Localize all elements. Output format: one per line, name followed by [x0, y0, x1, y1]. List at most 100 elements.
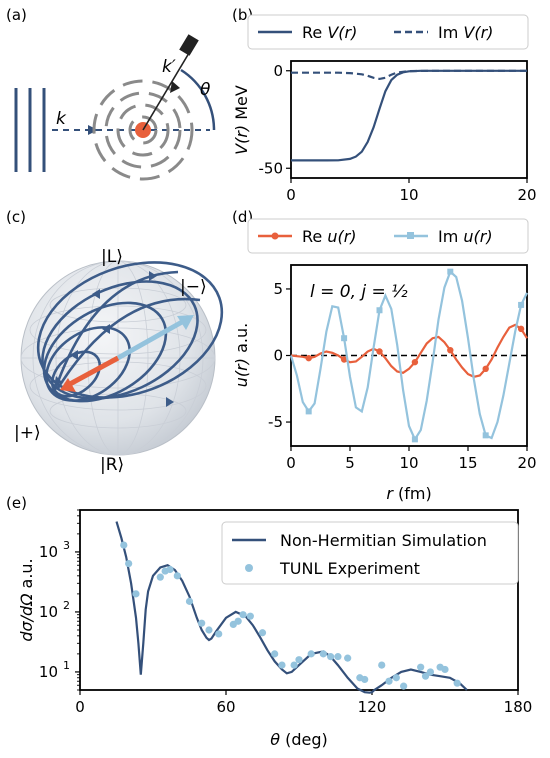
data-point-experiment: [198, 619, 206, 627]
data-point-experiment: [239, 611, 247, 619]
legend-e-experiment-label: TUNL Experiment: [279, 559, 420, 578]
series-marker-im-u: [411, 436, 418, 443]
y-tick-exponent: 3: [63, 539, 70, 552]
ket-R-label: |R⟩: [100, 455, 124, 475]
data-point-experiment: [361, 675, 369, 684]
ket-L-label: |L⟩: [101, 247, 123, 267]
legend-b-im-label: Im V(r): [438, 23, 493, 42]
data-point-experiment: [173, 572, 181, 580]
series-line-im-v-r-: [291, 69, 527, 81]
series-line-re-u-r-: [290, 323, 528, 378]
y-tick-label: 5: [273, 280, 283, 298]
x-tick-label: 20: [517, 186, 536, 204]
x-tick-label: 120: [358, 698, 387, 716]
axes-d: 0 5 10 15 20 5 0 -5 u(r) a.u. r (fm): [232, 264, 537, 503]
series-marker-im-u: [376, 307, 383, 314]
data-point-experiment: [344, 654, 352, 662]
series-marker-re-u: [517, 325, 525, 333]
data-point-experiment: [417, 663, 425, 671]
theta-label: θ: [200, 80, 211, 100]
y-axis-label-e: dσ/dΩ a.u.: [17, 558, 36, 641]
x-axis-label-e: θ (deg): [270, 730, 328, 749]
bloch-vector-blue-head: [177, 315, 194, 330]
axes-e: 0 60 120 180 10 1 10 2 10 3 dσ/dΩ a.u. θ (deg): [17, 509, 532, 749]
axes-b: 0 10 200-50V(r) MeV: [232, 60, 537, 204]
data-point-experiment: [319, 650, 327, 658]
y-tick-label: -5: [268, 413, 283, 431]
panel-a-scattering-diagram: (a) k k′ θ: [6, 6, 216, 181]
bloch-vector-blue: [116, 319, 184, 361]
x-tick-label: 5: [345, 454, 355, 472]
theta-arc: [180, 68, 216, 131]
data-point-experiment: [271, 650, 279, 658]
series-marker-im-u: [341, 335, 348, 342]
legend-b-re-label: Re V(r): [302, 23, 357, 42]
data-point-experiment: [334, 653, 342, 661]
data-point-experiment: [205, 626, 213, 634]
series-line-simulation: [115, 521, 468, 694]
kprime-line: [142, 52, 190, 131]
trajectory-arrowheads: [54, 271, 174, 407]
series-marker-re-u: [340, 356, 348, 363]
panel-e-label: (e): [6, 494, 27, 512]
data-point-experiment: [307, 650, 315, 658]
data-point-experiment: [120, 541, 128, 549]
k-label: k: [56, 109, 67, 129]
kprime-label: k′: [162, 57, 176, 77]
x-tick-label: 15: [458, 454, 477, 472]
data-point-experiment: [246, 612, 254, 620]
data-point-experiment: [156, 573, 164, 581]
series-line-re-v-r-: [291, 69, 527, 162]
quantum-numbers-annotation: l = 0, j = ½: [310, 282, 408, 302]
data-point-experiment: [258, 629, 267, 637]
data-point-experiment: [215, 630, 223, 638]
data-point-experiment: [421, 672, 430, 680]
panel-c-label: (c): [6, 208, 26, 226]
y-tick-exponent: 1: [63, 659, 70, 672]
series-marker-im-u: [518, 301, 525, 308]
x-tick-label: 60: [216, 698, 235, 716]
data-point-experiment: [385, 677, 393, 685]
data-point-experiment: [400, 682, 408, 690]
legend-d-re-label: Re u(r): [302, 227, 357, 246]
series-marker-re-u: [376, 348, 383, 355]
bloch-vector-orange: [68, 355, 120, 387]
x-tick-label: 10: [399, 186, 418, 204]
x-tick-label: 0: [286, 186, 296, 204]
y-axis-label-d: u(r) a.u.: [232, 323, 251, 387]
legend-d-im-label: Im u(r): [438, 227, 493, 246]
data-point-experiment: [290, 661, 298, 669]
x-axis-label-d: r (fm): [386, 484, 431, 503]
data-point-experiment: [166, 565, 174, 574]
series-marker-im-u: [482, 432, 489, 439]
ket-plus-label: |+⟩: [14, 423, 41, 443]
series-marker-im-u: [305, 408, 312, 415]
legend-b: Re V(r) Im V(r): [247, 14, 529, 50]
y-tick-label: 10: [39, 663, 58, 681]
legend-e-simulation-label: Non-Hermitian Simulation: [280, 531, 487, 550]
panel-c-bloch-sphere: (c): [6, 208, 224, 475]
x-tick-label: 0: [286, 454, 296, 472]
data-point-experiment: [441, 665, 449, 674]
y-tick-label: 10: [39, 543, 58, 561]
y-tick-label: 10: [39, 603, 58, 621]
data-point-experiment: [392, 674, 400, 682]
x-tick-label: 0: [75, 698, 85, 716]
series-marker-re-u: [411, 358, 419, 366]
incident-wavefronts: [14, 88, 46, 172]
y-tick-label: 0: [273, 347, 283, 365]
y-tick-exponent: 2: [63, 599, 70, 612]
data-point-experiment: [426, 668, 434, 676]
legend-e: Non-Hermitian Simulation TUNL Experiment: [221, 521, 519, 585]
y-axis-label-b: V(r) MeV: [232, 85, 251, 155]
data-point-experiment: [327, 653, 335, 661]
data-point-experiment: [125, 559, 133, 568]
data-point-experiment: [295, 656, 303, 664]
data-point-experiment: [453, 679, 461, 687]
y-tick-label: 0: [273, 62, 283, 80]
series-marker-re-u: [447, 346, 454, 354]
kprime-arrow-head: [170, 81, 180, 93]
